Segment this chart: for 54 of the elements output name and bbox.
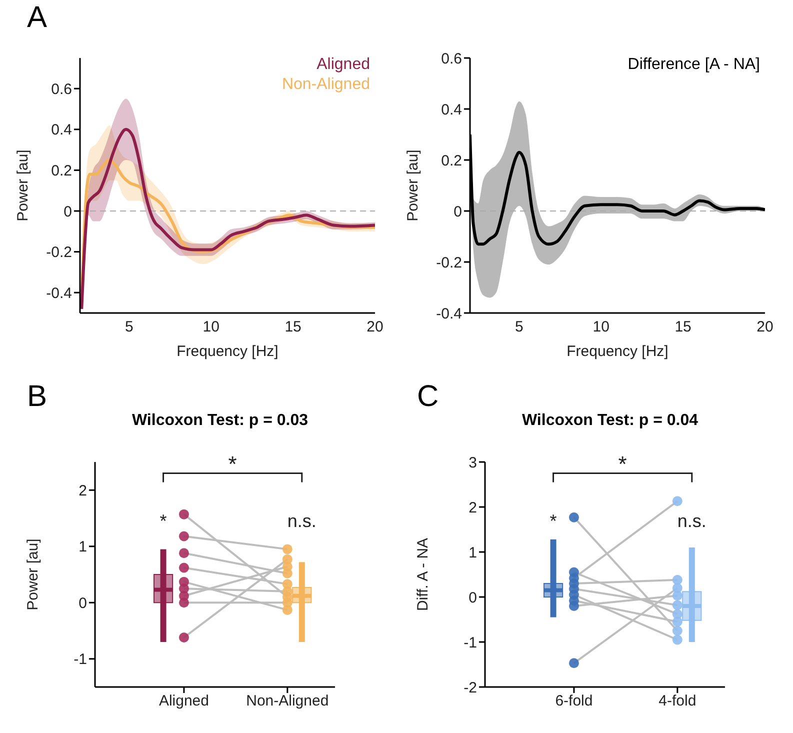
y-tick-label: 0 xyxy=(64,203,72,220)
text: B xyxy=(27,380,48,414)
annotation: * xyxy=(228,451,238,476)
x-tick-label: 20 xyxy=(756,318,774,336)
y-tick-label: 0.6 xyxy=(441,50,462,68)
y-axis-title: Power [au] xyxy=(24,538,42,610)
y-tick-label: 0.6 xyxy=(51,80,72,98)
y-tick-label: -0.2 xyxy=(436,254,462,272)
x-tick-label: 4-fold xyxy=(658,692,696,710)
y-axis-title: Diff. A - NA xyxy=(414,538,432,612)
x-tick-label: 5 xyxy=(124,318,134,336)
y-tick-label: -0.4 xyxy=(46,284,72,302)
y-tick-label: 2 xyxy=(468,499,477,516)
text: Aligned xyxy=(316,55,370,75)
y-tick-label: -1 xyxy=(74,651,87,668)
y-tick-label: -0.4 xyxy=(436,305,462,322)
x-tick-label: Non-Aligned xyxy=(246,692,329,710)
text: Non-Aligned xyxy=(282,75,370,95)
y-axis-title: Power [au] xyxy=(14,150,32,222)
y-tick-label: 0 xyxy=(454,203,462,220)
text: Difference [A - NA] xyxy=(628,55,760,75)
y-axis-title: Power [au] xyxy=(404,150,422,222)
y-tick-label: -0.2 xyxy=(46,244,72,262)
y-tick-label: 2 xyxy=(78,482,87,500)
x-tick-label: Aligned xyxy=(158,692,209,710)
y-tick-label: -1 xyxy=(464,634,477,652)
chart-title: Wilcoxon Test: p = 0.03 xyxy=(130,412,310,430)
chart-title: Wilcoxon Test: p = 0.04 xyxy=(520,412,700,430)
y-tick-label: 0 xyxy=(78,594,87,612)
y-tick-label: 0.4 xyxy=(441,101,462,118)
x-tick-label: 6-fold xyxy=(555,692,593,710)
annotation: n.s. xyxy=(287,510,316,531)
x-tick-label: 10 xyxy=(202,318,220,336)
y-tick-label: 0.2 xyxy=(441,152,462,170)
x-tick-label: 10 xyxy=(592,318,610,336)
x-tick-label: 20 xyxy=(366,318,384,336)
annotation: n.s. xyxy=(677,510,706,531)
y-tick-label: 0.2 xyxy=(51,162,72,180)
text: C xyxy=(417,380,439,414)
text: A xyxy=(27,1,48,35)
y-tick-label: 1 xyxy=(468,544,477,562)
annotation: * xyxy=(618,451,628,476)
x-tick-label: 15 xyxy=(284,318,302,336)
y-tick-label: 1 xyxy=(78,538,87,556)
y-tick-label: -2 xyxy=(464,679,477,696)
x-axis-title: Frequency [Hz] xyxy=(176,343,278,360)
x-tick-label: 5 xyxy=(514,318,524,336)
x-tick-label: 15 xyxy=(674,318,692,336)
y-tick-label: 0.4 xyxy=(51,122,72,139)
annotation: * xyxy=(160,510,167,531)
annotation: * xyxy=(550,510,557,531)
y-tick-label: 0 xyxy=(468,589,477,606)
x-axis-title: Frequency [Hz] xyxy=(566,343,668,360)
y-tick-label: 3 xyxy=(468,454,477,472)
